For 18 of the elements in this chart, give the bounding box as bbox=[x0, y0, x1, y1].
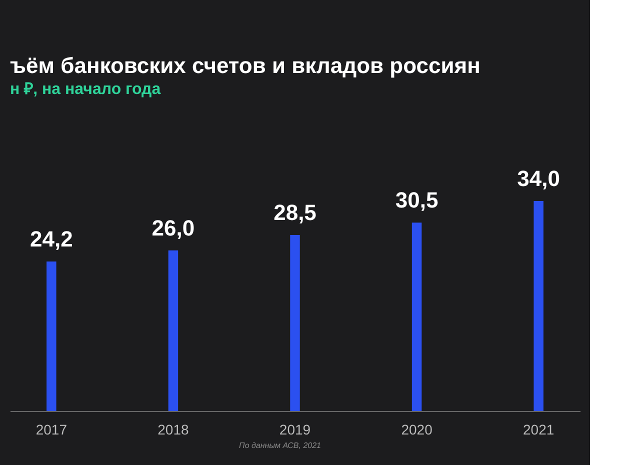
bar bbox=[534, 201, 544, 411]
x-tick-label: 2019 bbox=[279, 422, 311, 438]
data-label: 34,0 bbox=[517, 166, 560, 191]
x-tick-label: 2021 bbox=[523, 422, 554, 438]
chart-title: ъём банковских счетов и вкладов россиян bbox=[10, 53, 480, 78]
bar bbox=[168, 250, 178, 411]
chart-subtitle: н ₽, на начало года bbox=[10, 81, 161, 98]
bar bbox=[412, 222, 422, 411]
bar bbox=[46, 262, 56, 411]
data-label: 28,5 bbox=[274, 200, 316, 225]
data-label: 24,2 bbox=[30, 226, 73, 252]
x-tick-label: 2020 bbox=[401, 422, 433, 438]
text: По данным АСВ, 2021 bbox=[239, 441, 321, 450]
x-tick-label: 2017 bbox=[36, 422, 68, 438]
data-label: 30,5 bbox=[395, 188, 438, 213]
x-tick-label: 2018 bbox=[158, 422, 189, 438]
data-label: 26,0 bbox=[152, 215, 195, 240]
bar bbox=[290, 234, 300, 411]
